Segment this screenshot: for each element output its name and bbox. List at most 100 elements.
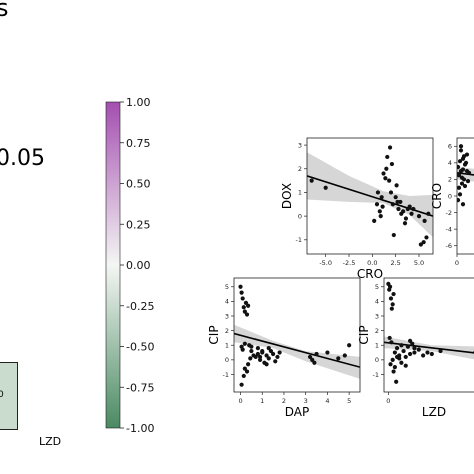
axes-frame	[233, 277, 361, 393]
data-point	[391, 369, 396, 374]
data-point	[462, 183, 468, 189]
data-point	[242, 309, 247, 314]
data-point	[463, 160, 469, 165]
y-tick-label: 0	[298, 212, 302, 220]
data-point	[255, 346, 260, 351]
colorbar-tick-label: -0.75	[126, 381, 154, 394]
data-point	[264, 362, 269, 367]
data-point	[246, 362, 251, 367]
y-tick-label: 4	[448, 159, 452, 167]
y-tick-label: 0	[448, 192, 452, 200]
data-point	[464, 169, 470, 174]
colorbar-tick-label: 0.25	[126, 218, 151, 231]
data-point	[246, 303, 251, 308]
y-tick-label: -1	[223, 371, 229, 379]
y-tick-label: 1	[225, 342, 229, 350]
data-point	[387, 284, 393, 289]
x-tick-label: 0	[238, 397, 242, 405]
scatter-panel: 0 -1 0 1 2 3 4 5 LZD CIP	[357, 277, 474, 419]
data-point	[375, 190, 381, 195]
data-point	[275, 354, 280, 360]
data-point	[412, 346, 417, 351]
y-tick-label: 0	[375, 356, 379, 364]
data-point	[241, 305, 246, 310]
x-tick-label: -5.0	[319, 259, 332, 267]
data-point	[397, 356, 402, 361]
data-point	[314, 351, 319, 357]
data-point	[244, 312, 250, 317]
data-point	[438, 348, 443, 354]
data-point	[257, 357, 263, 362]
data-point	[374, 202, 380, 207]
data-point	[389, 340, 394, 345]
y-tick-label: 2	[448, 176, 452, 184]
colorbar-gradient	[105, 101, 121, 429]
data-point	[390, 357, 395, 362]
data-point	[457, 192, 463, 197]
y-tick-label: 4	[375, 298, 379, 306]
colorbar-tick-label: -0.50	[126, 341, 154, 354]
data-point	[460, 202, 466, 207]
data-point	[323, 185, 328, 190]
data-point	[421, 353, 426, 358]
data-point	[457, 164, 461, 170]
heatmap-cell	[0, 362, 18, 430]
data-point	[401, 348, 406, 354]
colorbar: 1.00 0.75 0.50 0.25 0.00 -0.25 -0.50 -0.75 -1.00	[105, 96, 154, 435]
data-point	[243, 300, 249, 305]
data-point	[244, 369, 250, 374]
data-point	[394, 183, 399, 188]
data-point	[461, 154, 467, 159]
regression-line	[457, 172, 474, 176]
colorbar-tick-label: 1.00	[126, 96, 151, 109]
data-point	[399, 360, 404, 365]
scatter-panel: -5.0 -2.5 0.0 2.5 5.0 -1 0 1 2 3 CRO DOX	[280, 137, 434, 281]
data-point	[378, 214, 383, 219]
y-tick-label: 5	[375, 283, 379, 291]
data-point	[459, 181, 465, 186]
data-point	[409, 211, 414, 216]
data-point	[391, 232, 396, 238]
data-point	[399, 211, 404, 216]
data-point	[379, 195, 384, 200]
data-point	[310, 357, 315, 362]
data-point	[266, 356, 271, 361]
data-point	[249, 344, 254, 349]
scatter-panel: 0 -6 -4 -2 0 2 4 6 CRO	[430, 137, 474, 267]
data-point	[394, 379, 399, 384]
y-axis-label: CIP	[207, 325, 221, 344]
data-point	[393, 195, 398, 200]
data-point	[388, 296, 394, 301]
data-point	[421, 240, 426, 245]
data-point	[405, 344, 411, 349]
confidence-band	[307, 152, 433, 238]
x-tick-label: 0	[386, 397, 390, 405]
data-point	[405, 206, 410, 212]
data-point	[392, 365, 397, 370]
data-point	[238, 284, 243, 289]
data-point	[388, 362, 393, 367]
x-axis-label: LZD	[422, 405, 446, 419]
y-tick-label: 1	[298, 189, 302, 197]
data-point	[242, 341, 247, 346]
y-tick-label: -2	[446, 209, 452, 217]
data-point	[395, 199, 400, 205]
data-point	[266, 346, 271, 351]
data-point	[380, 204, 385, 209]
data-point	[416, 347, 421, 352]
y-tick-label: -1	[296, 236, 302, 244]
y-tick-label: 2	[375, 327, 379, 335]
x-axis-label: DAP	[285, 405, 309, 419]
y-tick-label: 3	[298, 141, 302, 149]
colorbar-tick-label: -1.00	[126, 422, 154, 435]
y-tick-label: 0	[225, 356, 229, 364]
data-point	[457, 198, 461, 203]
data-point	[389, 306, 394, 311]
x-tick-label: 1	[260, 397, 264, 405]
data-point	[403, 216, 409, 221]
data-point	[396, 206, 401, 212]
colorbar-tick-label: 0.00	[126, 259, 151, 272]
x-tick-label: 0.0	[367, 259, 377, 267]
data-point	[240, 296, 245, 301]
